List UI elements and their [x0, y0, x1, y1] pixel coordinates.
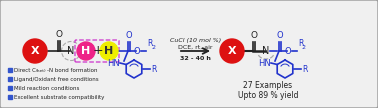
Text: N: N: [67, 46, 75, 56]
Circle shape: [100, 42, 118, 60]
Text: DCE, rt, air: DCE, rt, air: [178, 45, 213, 50]
Text: X: X: [228, 46, 236, 56]
Circle shape: [220, 39, 244, 63]
Text: O: O: [126, 31, 132, 40]
Text: -N bond formation: -N bond formation: [47, 68, 98, 72]
Text: O: O: [285, 47, 291, 56]
Text: H: H: [104, 46, 114, 56]
Text: +: +: [93, 44, 103, 57]
Text: Ligand/Oxidant free conditions: Ligand/Oxidant free conditions: [14, 76, 99, 82]
Text: 2: 2: [302, 45, 306, 50]
Text: O: O: [251, 31, 257, 40]
Text: Direct C: Direct C: [14, 68, 36, 72]
Text: R: R: [147, 39, 152, 48]
Text: N: N: [262, 46, 270, 56]
Text: O: O: [134, 47, 140, 56]
Text: CuCl (10 mol %): CuCl (10 mol %): [170, 38, 221, 43]
Circle shape: [77, 42, 95, 60]
Text: 2: 2: [151, 45, 155, 50]
Text: Upto 89 % yield: Upto 89 % yield: [238, 91, 298, 99]
Text: Excellent substrate compatibility: Excellent substrate compatibility: [14, 94, 104, 99]
Text: R: R: [302, 64, 307, 74]
Text: H: H: [81, 46, 91, 56]
Text: O: O: [56, 30, 62, 39]
Text: Mild reaction conditions: Mild reaction conditions: [14, 86, 79, 91]
Text: 32 - 40 h: 32 - 40 h: [180, 56, 211, 61]
Text: O: O: [277, 31, 284, 40]
Text: R: R: [151, 64, 156, 74]
Text: X: X: [31, 46, 39, 56]
Text: R: R: [298, 39, 304, 48]
Text: 27 Examples: 27 Examples: [243, 82, 293, 91]
Text: (het): (het): [36, 69, 46, 73]
Text: HN: HN: [107, 59, 120, 68]
Circle shape: [23, 39, 47, 63]
Text: HN: HN: [258, 59, 271, 68]
